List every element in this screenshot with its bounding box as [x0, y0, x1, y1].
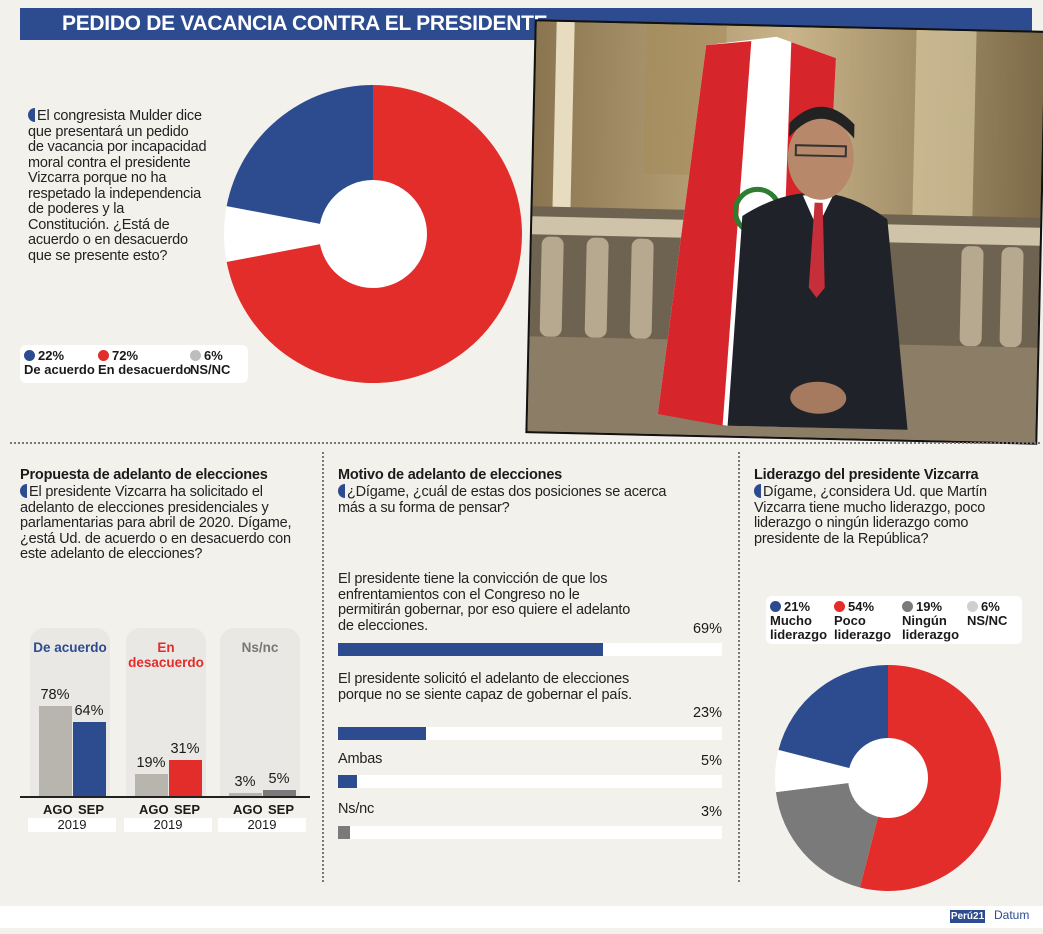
hbar-track	[338, 775, 722, 788]
datum-logo: Datum	[994, 908, 1030, 922]
q1-text: El congresista Mulder dice que presentar…	[28, 108, 207, 264]
page-title: PEDIDO DE VACANCIA CONTRA EL PRESIDENTE	[62, 12, 548, 35]
donut-hole	[848, 738, 928, 818]
hbar-fill	[338, 775, 358, 788]
bar-panel-title: De acuerdo	[33, 640, 107, 655]
bullet-icon	[754, 484, 761, 498]
hbar-fill	[338, 643, 603, 656]
hbar-fill	[338, 826, 350, 839]
donut-chart-vacancia	[224, 85, 522, 383]
slice-ns-nc	[775, 749, 888, 793]
s3-question: Dígame, ¿considera Ud. que Martín Vizcar…	[754, 484, 1029, 547]
s3-text: Dígame, ¿considera Ud. que Martín Vizcar…	[754, 484, 987, 547]
bar-label-ago: 3%	[234, 773, 256, 790]
hbar-fill	[338, 727, 427, 740]
hbar-value-label: 5%	[701, 753, 722, 769]
gray-dot-icon	[902, 601, 913, 612]
axis-label-ago: AGO	[43, 802, 73, 817]
axis-year: 2019	[218, 818, 306, 832]
hbar-value-label: 3%	[701, 804, 722, 820]
bar-label-ago: 19%	[136, 754, 166, 771]
legend-liderazgo: 21% Mucho liderazgo 54% Poco liderazgo 19% Ni…	[766, 596, 1022, 644]
legend-item-poco: 54% Poco liderazgo	[834, 599, 892, 642]
bar-panel-title: En desacuerdo	[128, 640, 204, 670]
column-divider-2	[738, 452, 740, 882]
axis-label-sep: SEP	[268, 802, 295, 817]
hbar-value-label: 69%	[692, 621, 722, 637]
legend-item-de-acuerdo: 22% De acuerdo	[24, 348, 95, 377]
s3-title: Liderazgo del presidente Vizcarra	[754, 467, 979, 483]
axis-baseline	[20, 796, 310, 798]
bar-label-sep: 31%	[170, 741, 200, 758]
s1-question: El presidente Vizcarra ha solicitado el …	[20, 484, 316, 563]
red-dot-icon	[834, 601, 845, 612]
hbar-track	[338, 826, 722, 839]
legend-vacancia: 22% De acuerdo 72% En desacuerdo 6% NS/NC	[20, 345, 248, 383]
legend-item-en-desacuerdo: 72% En desacuerdo	[98, 348, 192, 377]
bullet-icon	[20, 484, 27, 498]
s2-question: ¿Dígame, ¿cuál de estas dos posiciones s…	[338, 484, 678, 516]
legend-item-nsnc: 6% NS/NC	[190, 348, 231, 377]
blue-dot-icon	[24, 350, 35, 361]
gray-dot-icon	[190, 350, 201, 361]
bullet-icon	[338, 484, 345, 498]
donut-hole	[319, 180, 427, 288]
axis-label-sep: SEP	[78, 802, 105, 817]
bar-label-ago: 78%	[40, 686, 70, 703]
s1-title: Propuesta de adelanto de elecciones	[20, 467, 268, 483]
axis-label-sep: SEP	[174, 802, 201, 817]
legend-item-mucho: 21% Mucho liderazgo	[770, 599, 828, 642]
s2-text: ¿Dígame, ¿cuál de estas dos posiciones s…	[338, 484, 667, 516]
bar-sep	[263, 790, 296, 796]
axis-year: 2019	[28, 818, 116, 832]
bar-ago	[229, 792, 262, 796]
bar-sep	[169, 760, 202, 796]
president-photo	[527, 21, 1043, 443]
hbar-category: El presidente solicitó el adelanto de el…	[338, 671, 632, 703]
q1-question: El congresista Mulder dice que presentar…	[28, 108, 208, 264]
axis-label-ago: AGO	[139, 802, 169, 817]
axis-year: 2019	[124, 818, 212, 832]
peru21-logo: Perú21	[950, 910, 985, 923]
title-bar: PEDIDO DE VACANCIA CONTRA EL PRESIDENTE	[20, 8, 1032, 40]
blue-dot-icon	[770, 601, 781, 612]
photo-illustration	[527, 21, 1043, 443]
legend-item-nsnc: 6% NS/NC	[967, 599, 1008, 628]
column-divider-1	[322, 452, 324, 882]
slice-ns-nc	[224, 206, 373, 262]
bar-ago	[135, 773, 168, 796]
hbar-category: El presidente tiene la convicción de que…	[338, 571, 631, 634]
legend-item-ningun: 19% Ningún liderazgo	[902, 599, 960, 642]
bar-label-sep: 5%	[268, 771, 290, 788]
hbar-value-label: 23%	[692, 705, 722, 721]
bullet-icon	[28, 108, 35, 122]
footer-bar	[0, 906, 1043, 928]
s2-title: Motivo de adelanto de elecciones	[338, 467, 563, 483]
slice-poco-liderazgo	[859, 665, 1001, 891]
bar-sep	[73, 721, 106, 796]
hbar-category: Ambas	[338, 751, 383, 767]
bar-panel-2	[220, 628, 300, 796]
hbar-track	[338, 727, 722, 740]
hbar-category: Ns/nc	[338, 801, 375, 817]
red-dot-icon	[98, 350, 109, 361]
bar-panel-title: Ns/nc	[241, 640, 279, 655]
donut-chart-liderazgo	[775, 665, 1001, 891]
bar-ago	[39, 705, 72, 796]
section-divider	[10, 442, 1040, 444]
light-gray-dot-icon	[967, 601, 978, 612]
s1-text: El presidente Vizcarra ha solicitado el …	[20, 484, 292, 562]
bar-label-sep: 64%	[74, 702, 104, 719]
axis-label-ago: AGO	[233, 802, 263, 817]
